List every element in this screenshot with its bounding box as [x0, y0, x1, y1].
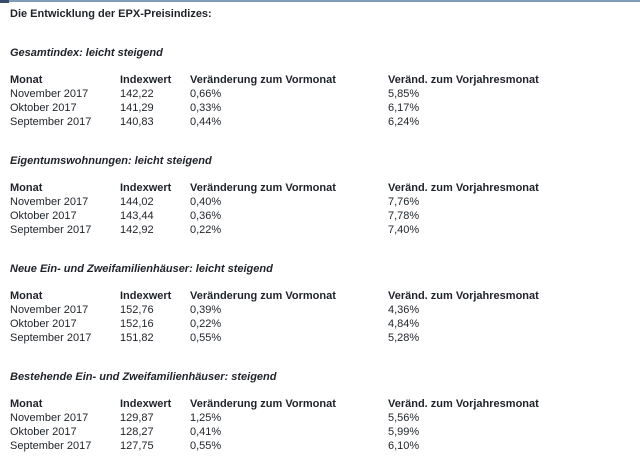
top-border-line [0, 0, 640, 2]
page-title: Die Entwicklung der EPX-Preisindizes: [10, 8, 212, 20]
cell-monat: September 2017 [10, 440, 92, 452]
section-gesamtindex: Gesamtindex: leicht steigend Monat Index… [10, 46, 630, 129]
cell-indexwert: 141,29 [120, 102, 154, 114]
cell-vormonat: 0,33% [190, 102, 222, 114]
cell-vormonat: 0,41% [190, 426, 222, 438]
index-table: Monat Indexwert Veränderung zum Vormonat… [10, 181, 630, 237]
table-header-row: Monat Indexwert Veränderung zum Vormonat… [10, 397, 630, 411]
table-row: Oktober 2017 152,16 0,22% 4,84% [10, 317, 630, 331]
table-row: September 2017 142,92 0,22% 7,40% [10, 223, 630, 237]
cell-vorjahr: 4,36% [388, 304, 420, 316]
table-header-row: Monat Indexwert Veränderung zum Vormonat… [10, 181, 630, 195]
col-header-vormonat: Veränderung zum Vormonat [190, 182, 336, 194]
cell-vorjahr: 5,28% [388, 332, 420, 344]
section-bestehende-haeuser: Bestehende Ein- und Zweifamilienhäuser: … [10, 370, 630, 453]
table-row: Oktober 2017 128,27 0,41% 5,99% [10, 425, 630, 439]
table-row: November 2017 129,87 1,25% 5,56% [10, 411, 630, 425]
top-border-left-segment [0, 0, 9, 3]
table-row: November 2017 144,02 0,40% 7,76% [10, 195, 630, 209]
col-header-indexwert: Indexwert [120, 398, 172, 410]
cell-monat: Oktober 2017 [10, 318, 77, 330]
col-header-vorjahresmonat: Veränd. zum Vorjahresmonat [388, 290, 539, 302]
col-header-indexwert: Indexwert [120, 290, 172, 302]
cell-vorjahr: 5,85% [388, 88, 420, 100]
cell-indexwert: 152,76 [120, 304, 154, 316]
cell-vorjahr: 5,56% [388, 412, 420, 424]
cell-indexwert: 152,16 [120, 318, 154, 330]
cell-vormonat: 0,22% [190, 318, 222, 330]
cell-vorjahr: 6,10% [388, 440, 420, 452]
cell-monat: Oktober 2017 [10, 210, 77, 222]
col-header-monat: Monat [10, 182, 43, 194]
cell-vorjahr: 6,24% [388, 116, 420, 128]
section-heading: Neue Ein- und Zweifamilienhäuser: leicht… [10, 263, 273, 275]
section-eigentumswohnungen: Eigentumswohnungen: leicht steigend Mona… [10, 154, 630, 237]
col-header-vormonat: Veränderung zum Vormonat [190, 398, 336, 410]
cell-vormonat: 0,55% [190, 332, 222, 344]
cell-monat: Oktober 2017 [10, 426, 77, 438]
cell-vormonat: 0,66% [190, 88, 222, 100]
index-table: Monat Indexwert Veränderung zum Vormonat… [10, 289, 630, 345]
cell-indexwert: 140,83 [120, 116, 154, 128]
col-header-vorjahresmonat: Veränd. zum Vorjahresmonat [388, 182, 539, 194]
cell-monat: Oktober 2017 [10, 102, 77, 114]
table-row: Oktober 2017 141,29 0,33% 6,17% [10, 101, 630, 115]
cell-monat: September 2017 [10, 116, 92, 128]
cell-monat: November 2017 [10, 412, 89, 424]
section-heading: Eigentumswohnungen: leicht steigend [10, 155, 212, 167]
cell-vormonat: 0,36% [190, 210, 222, 222]
cell-vorjahr: 4,84% [388, 318, 420, 330]
cell-vormonat: 0,40% [190, 196, 222, 208]
table-row: November 2017 142,22 0,66% 5,85% [10, 87, 630, 101]
cell-vormonat: 0,44% [190, 116, 222, 128]
col-header-vormonat: Veränderung zum Vormonat [190, 290, 336, 302]
index-table: Monat Indexwert Veränderung zum Vormonat… [10, 397, 630, 453]
cell-vormonat: 1,25% [190, 412, 222, 424]
section-heading: Gesamtindex: leicht steigend [10, 47, 163, 59]
col-header-vorjahresmonat: Veränd. zum Vorjahresmonat [388, 74, 539, 86]
table-header-row: Monat Indexwert Veränderung zum Vormonat… [10, 73, 630, 87]
cell-indexwert: 142,92 [120, 224, 154, 236]
cell-vormonat: 0,22% [190, 224, 222, 236]
cell-indexwert: 143,44 [120, 210, 154, 222]
cell-indexwert: 128,27 [120, 426, 154, 438]
col-header-vorjahresmonat: Veränd. zum Vorjahresmonat [388, 398, 539, 410]
table-header-row: Monat Indexwert Veränderung zum Vormonat… [10, 289, 630, 303]
col-header-vormonat: Veränderung zum Vormonat [190, 74, 336, 86]
col-header-indexwert: Indexwert [120, 74, 172, 86]
cell-indexwert: 142,22 [120, 88, 154, 100]
cell-indexwert: 151,82 [120, 332, 154, 344]
table-row: September 2017 127,75 0,55% 6,10% [10, 439, 630, 453]
cell-vorjahr: 6,17% [388, 102, 420, 114]
cell-monat: September 2017 [10, 224, 92, 236]
table-row: September 2017 151,82 0,55% 5,28% [10, 331, 630, 345]
col-header-indexwert: Indexwert [120, 182, 172, 194]
col-header-monat: Monat [10, 290, 43, 302]
cell-vorjahr: 7,76% [388, 196, 420, 208]
table-row: November 2017 152,76 0,39% 4,36% [10, 303, 630, 317]
cell-vorjahr: 7,40% [388, 224, 420, 236]
cell-indexwert: 144,02 [120, 196, 154, 208]
col-header-monat: Monat [10, 74, 43, 86]
cell-vorjahr: 5,99% [388, 426, 420, 438]
cell-monat: November 2017 [10, 88, 89, 100]
index-table: Monat Indexwert Veränderung zum Vormonat… [10, 73, 630, 129]
col-header-monat: Monat [10, 398, 43, 410]
cell-monat: September 2017 [10, 332, 92, 344]
table-row: September 2017 140,83 0,44% 6,24% [10, 115, 630, 129]
cell-monat: November 2017 [10, 304, 89, 316]
cell-indexwert: 129,87 [120, 412, 154, 424]
section-heading: Bestehende Ein- und Zweifamilienhäuser: … [10, 371, 277, 383]
cell-monat: November 2017 [10, 196, 89, 208]
cell-vormonat: 0,55% [190, 440, 222, 452]
cell-indexwert: 127,75 [120, 440, 154, 452]
cell-vorjahr: 7,78% [388, 210, 420, 222]
table-row: Oktober 2017 143,44 0,36% 7,78% [10, 209, 630, 223]
report-content: Die Entwicklung der EPX-Preisindizes: Ge… [0, 7, 640, 453]
cell-vormonat: 0,39% [190, 304, 222, 316]
section-neue-haeuser: Neue Ein- und Zweifamilienhäuser: leicht… [10, 262, 630, 345]
